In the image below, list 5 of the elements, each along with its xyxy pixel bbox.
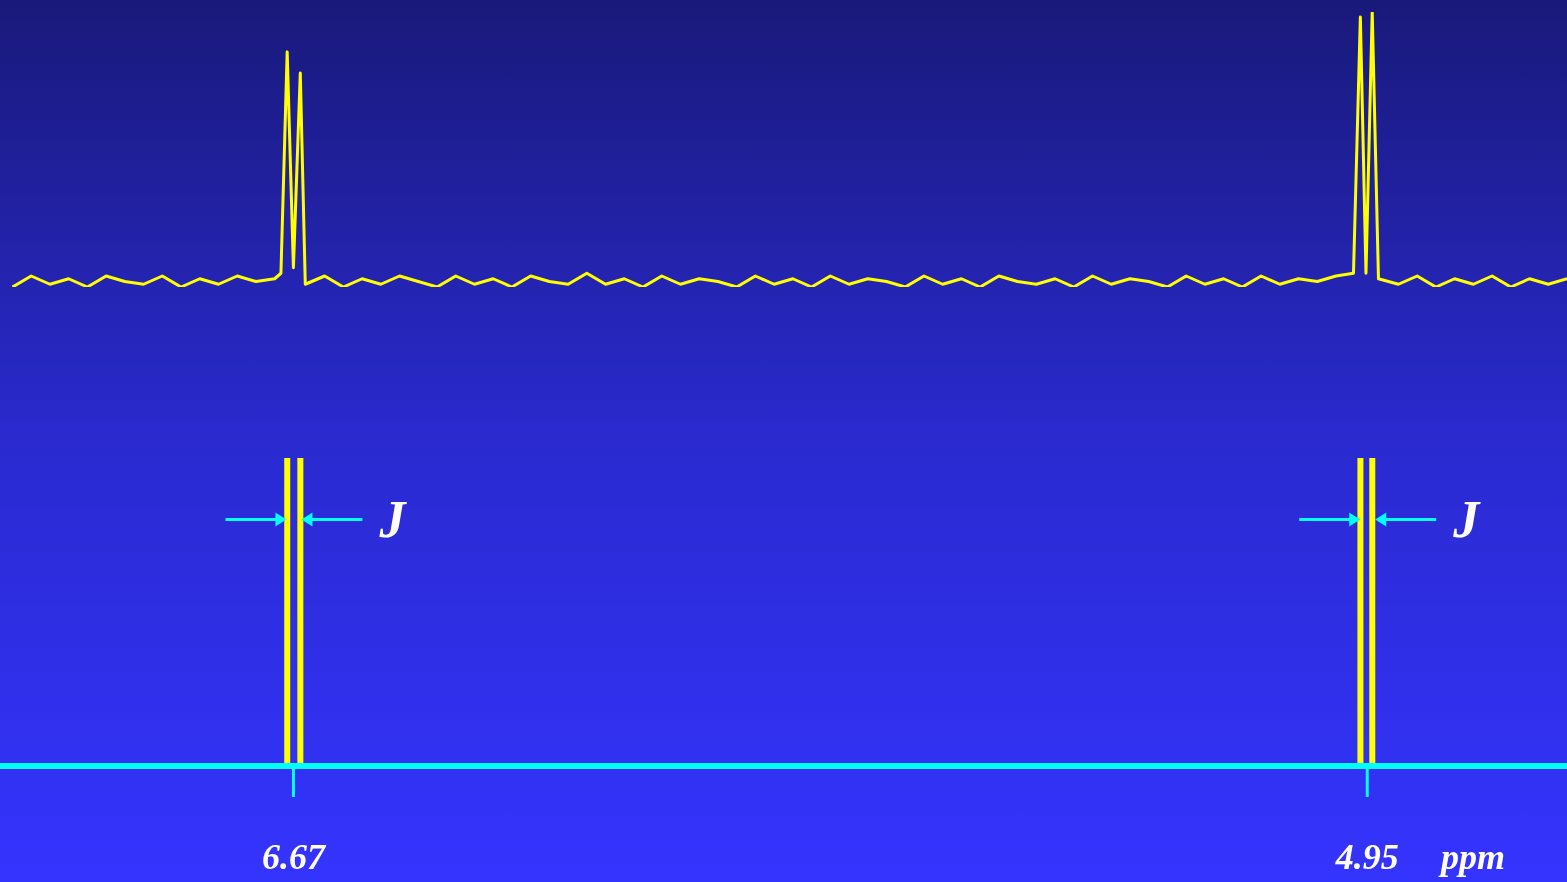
x-tick-label: 4.95	[1334, 837, 1399, 877]
annotation: J	[1452, 490, 1482, 548]
x-axis-title: ppm	[1437, 837, 1506, 877]
annotation: J	[378, 490, 408, 548]
x-tick-label: 6.67	[261, 837, 327, 877]
